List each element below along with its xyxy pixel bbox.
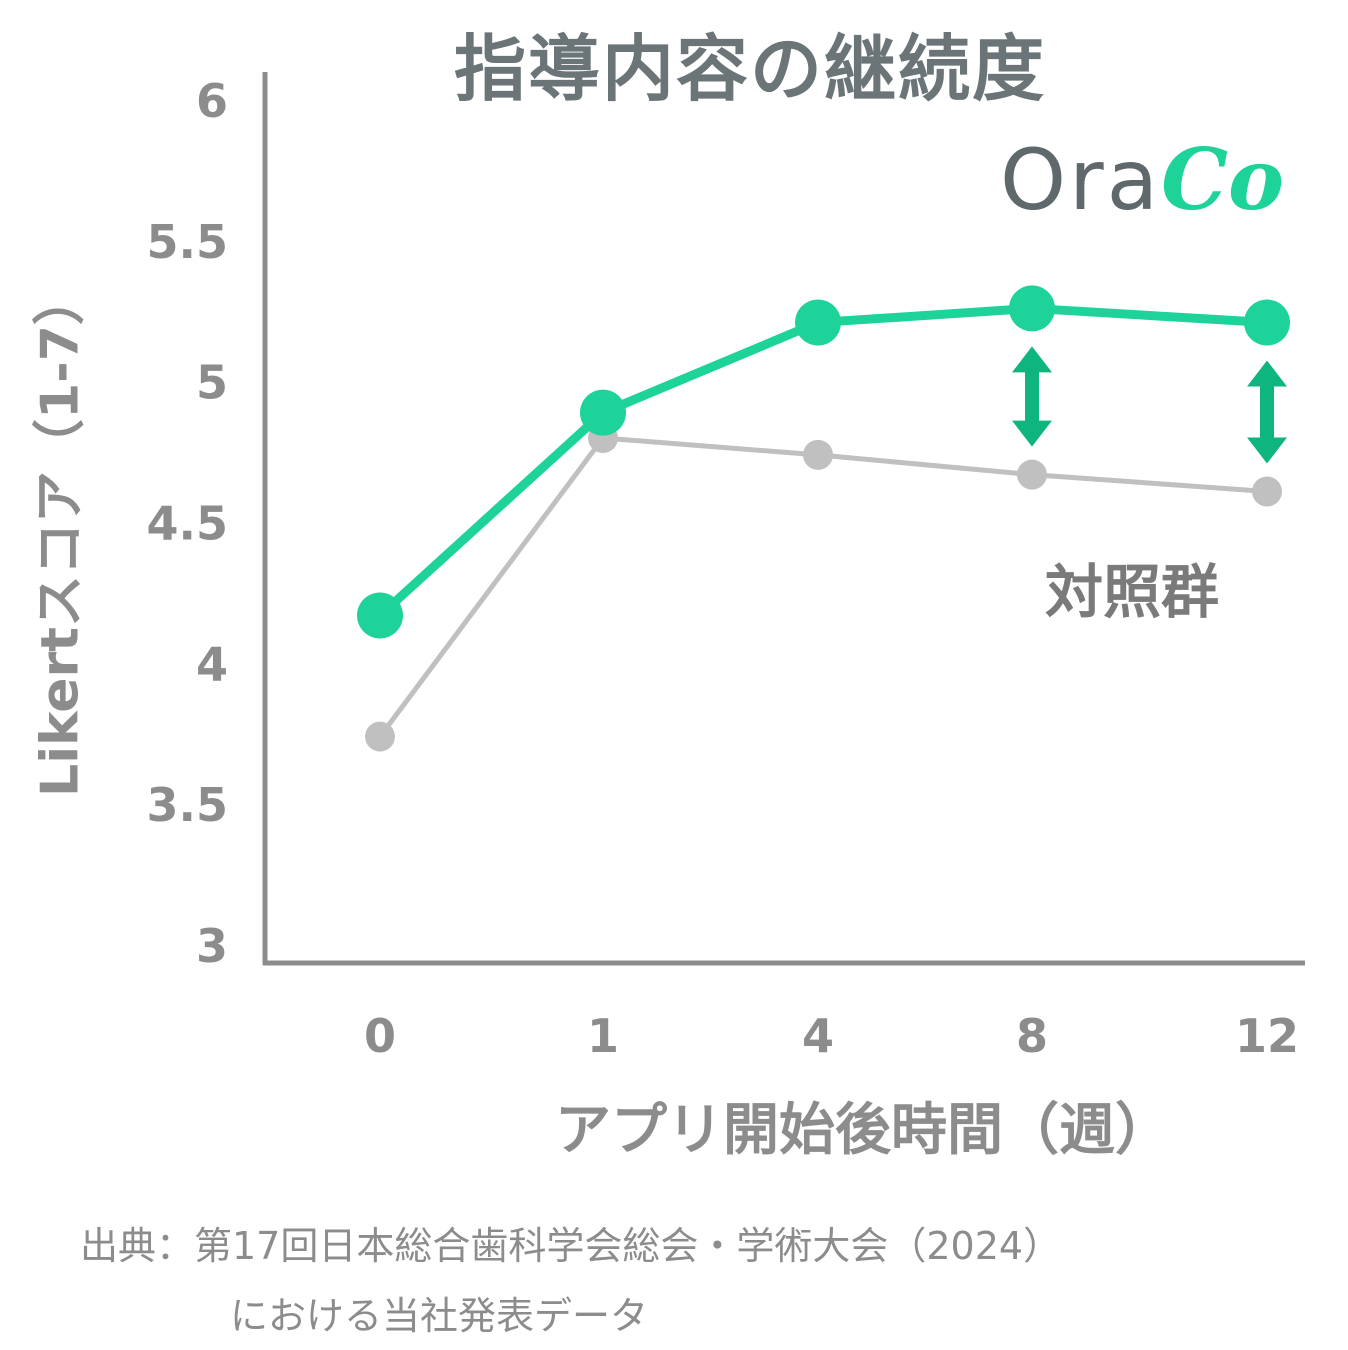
x-axis-label: アプリ開始後時間（週）	[555, 1098, 1171, 1163]
x-tick-label: 12	[1235, 1009, 1299, 1063]
source-note-line2: における当社発表データ	[230, 1294, 649, 1338]
oraco-data-point	[357, 592, 403, 639]
oraco-data-point	[795, 299, 841, 346]
y-tick-label: 4	[196, 637, 228, 691]
x-tick-label: 1	[587, 1009, 619, 1063]
y-tick-label: 3.5	[147, 778, 229, 832]
y-tick-label: 4.5	[147, 497, 229, 551]
y-tick-label: 5.5	[147, 215, 229, 269]
difference-double-arrow	[1012, 346, 1052, 447]
y-axis-label: Likertスコア（1-7）	[30, 273, 91, 797]
y-tick-label: 6	[196, 74, 228, 128]
source-note-line1: 出典：第17回日本総合歯科学会総会・学術大会（2024）	[80, 1224, 1062, 1268]
control-data-point	[803, 439, 833, 470]
oraco-data-point	[580, 389, 626, 436]
oraco-data-point	[1009, 285, 1055, 332]
x-tick-label: 0	[364, 1009, 396, 1063]
logo-text-co: Co	[1161, 130, 1285, 229]
control-data-point	[1017, 459, 1047, 490]
control-data-point	[1252, 476, 1282, 507]
difference-double-arrow	[1247, 360, 1287, 464]
y-tick-label: 3	[196, 919, 228, 973]
oraco-logo: OraCo	[1000, 130, 1284, 229]
y-tick-label: 5	[196, 356, 228, 410]
x-tick-label: 4	[802, 1009, 834, 1063]
control-group-label: 対照群	[1045, 558, 1220, 626]
oraco-data-point	[1244, 299, 1290, 346]
x-tick-label: 8	[1016, 1009, 1048, 1063]
logo-text-ora: Ora	[1000, 131, 1162, 229]
chart-title: 指導内容の継続度	[453, 27, 1046, 111]
control-data-point	[365, 721, 395, 752]
